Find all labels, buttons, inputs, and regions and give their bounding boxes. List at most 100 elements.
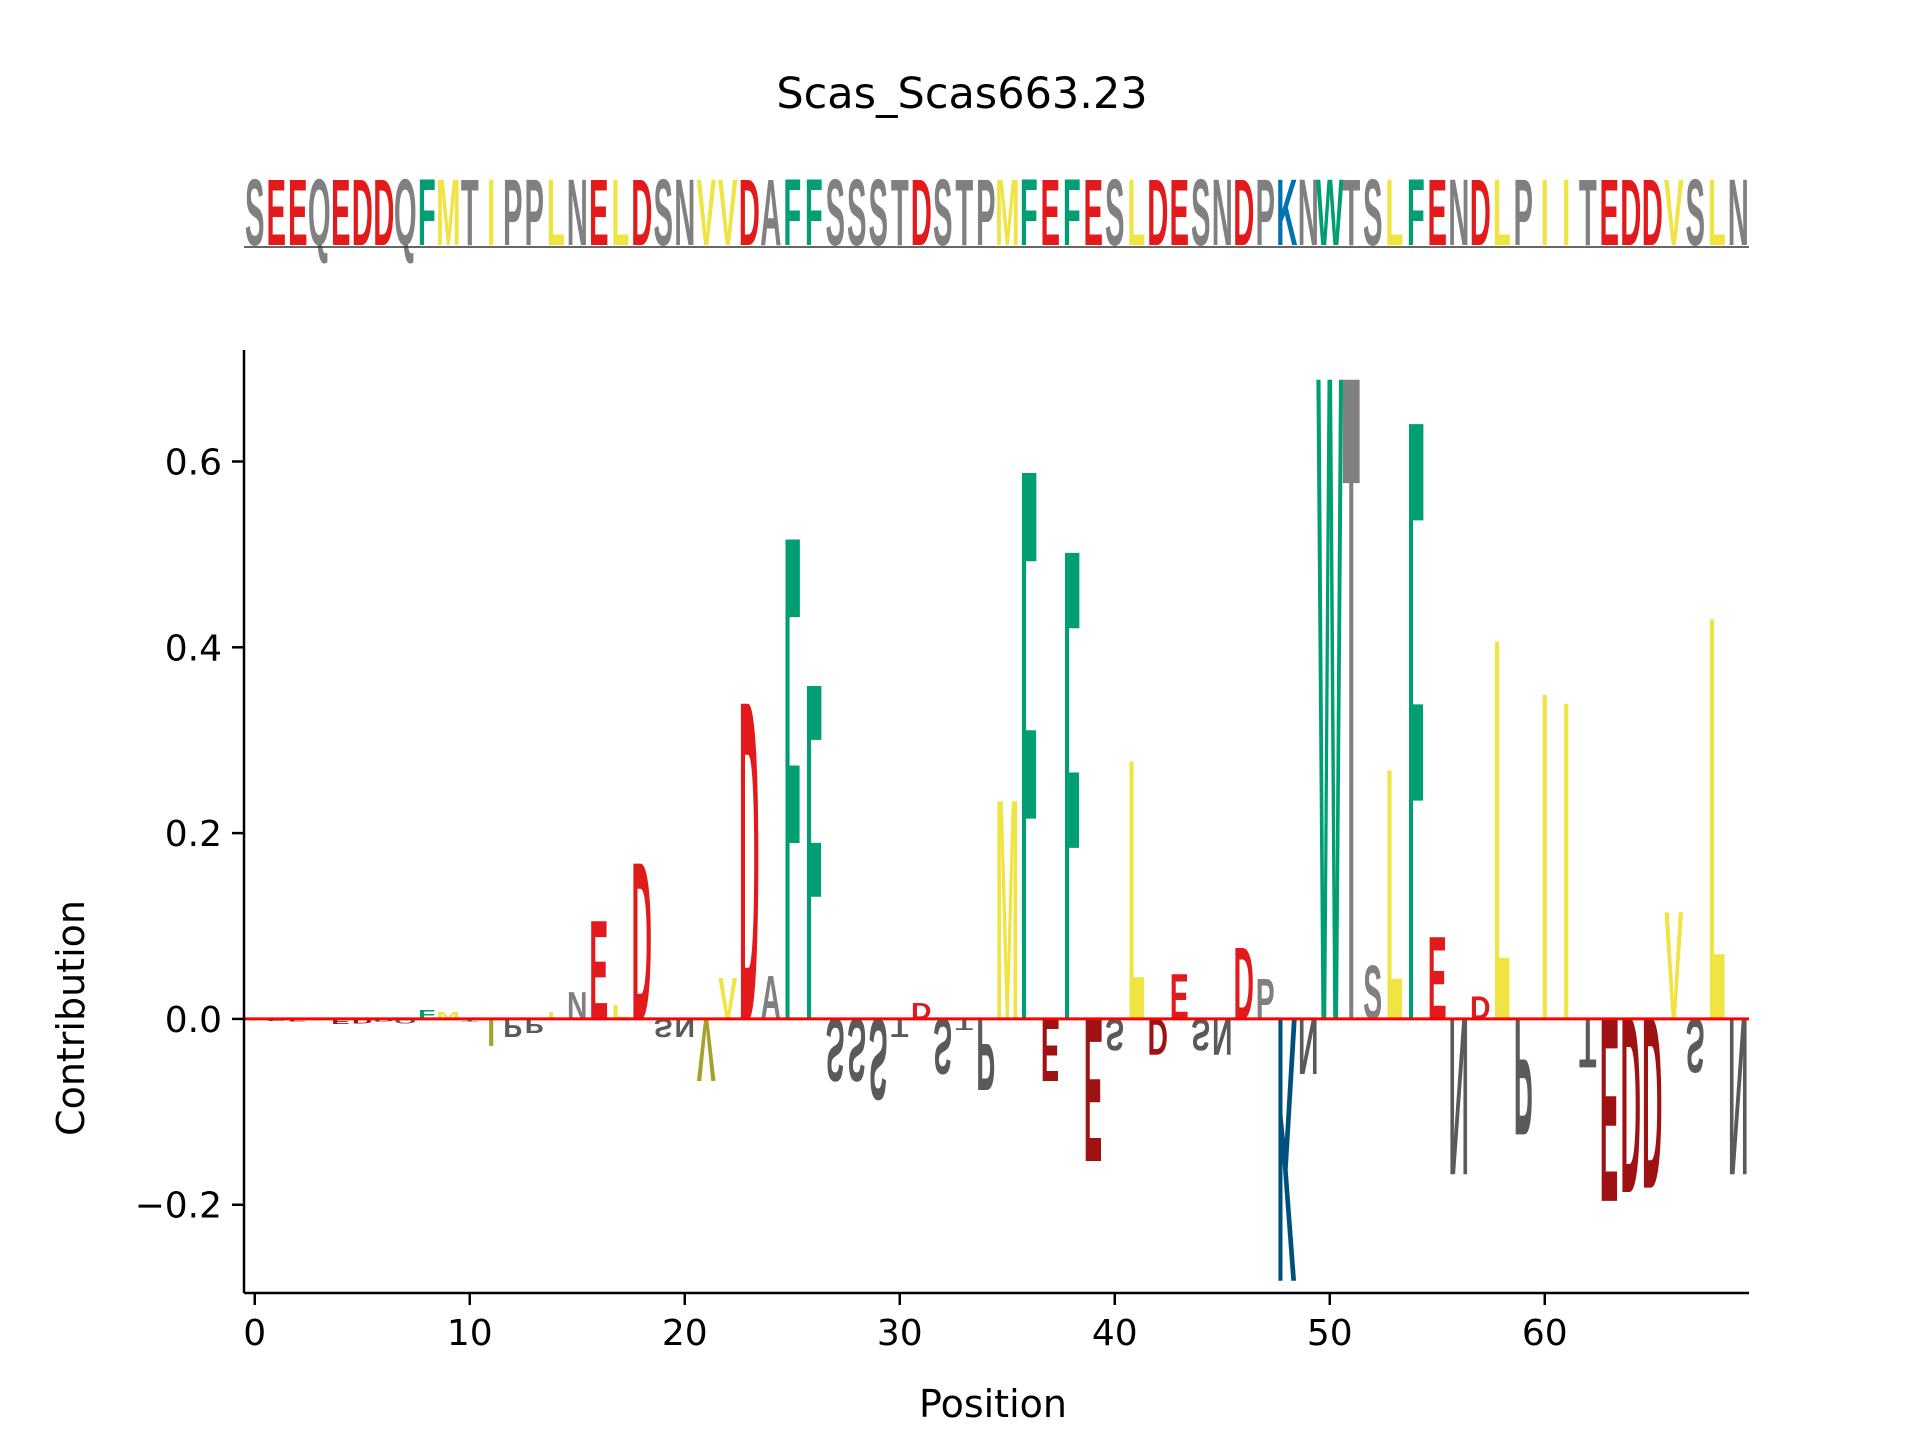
x-axis-label: Position (919, 1382, 1067, 1426)
sequence-letter: E (589, 160, 609, 265)
contribution-glyph: E (1170, 961, 1189, 1033)
sequence-letter: D (911, 160, 932, 265)
sequence-letter: L (1385, 160, 1403, 265)
sequence-letter: N (674, 160, 695, 265)
contribution-glyph: S (933, 1002, 952, 1091)
sequence-letter: F (805, 160, 823, 265)
contribution-glyph: V (697, 999, 716, 1100)
contribution-glyph: A (761, 964, 781, 1033)
contribution-glyph: D (632, 815, 652, 1068)
contribution-glyph: L (1128, 682, 1145, 1099)
sequence-letter: E (266, 160, 286, 265)
y-tick-label: 0.0 (165, 1000, 222, 1041)
sequence-letter: P (1255, 160, 1275, 265)
contribution-glyph: M (995, 733, 1019, 1087)
x-tick-label: 40 (1092, 1313, 1138, 1354)
contribution-glyph: E (1600, 963, 1619, 1258)
contribution-glyph: E (1041, 999, 1060, 1100)
sequence-letter: E (1427, 160, 1447, 265)
sequence-letter: S (847, 160, 867, 265)
contribution-glyph: E (331, 1017, 350, 1026)
sequence-letter: S (1363, 160, 1383, 265)
sequence-letter: V (696, 160, 716, 265)
sequence-letter: D (1147, 160, 1168, 265)
contribution-glyphs: EEEDDQFMTIPPLNELDSNVVDAFFSSSTDSTPMFEFESL… (267, 179, 1749, 1361)
contribution-glyph: L (1493, 523, 1510, 1136)
sequence-letter: T (461, 160, 479, 265)
sequence-letter: P (976, 160, 996, 265)
sequence-letter: K (1276, 160, 1297, 265)
sequence-letter: D (1233, 160, 1254, 265)
contribution-glyph: D (1621, 966, 1641, 1247)
sequence-letter: N (1298, 160, 1319, 265)
contribution-glyph: F (784, 390, 801, 1167)
plot-area: EEEDDQFMTIPPLNELDSNVVDAFFSSSTDSTPMFEFESL… (135, 179, 1749, 1362)
contribution-glyph: F (805, 581, 822, 1122)
x-tick-label: 30 (877, 1313, 923, 1354)
sequence-letter: V (1664, 160, 1684, 265)
y-tick-label: 0.2 (165, 814, 222, 855)
contribution-glyph: S (1191, 1009, 1210, 1059)
contribution-glyph: S (1686, 1002, 1705, 1088)
contribution-glyph: W (1316, 179, 1343, 1217)
sequence-letter: E (1083, 160, 1103, 265)
contribution-glyph: L (547, 1010, 564, 1022)
contribution-glyph: T (1579, 1003, 1596, 1082)
sequence-letter: E (331, 160, 351, 265)
contribution-glyph: I (1562, 604, 1570, 1116)
x-tick-label: 60 (1522, 1313, 1568, 1354)
y-ticks: −0.2 0.0 0.2 0.4 0.6 (135, 442, 244, 1227)
sequence-letter: S (825, 160, 845, 265)
sequence-letter: P (1513, 160, 1533, 265)
contribution-glyph: P (1256, 967, 1275, 1032)
sequence-letter: E (1169, 160, 1189, 265)
sequence-letter: M (995, 160, 1019, 265)
contribution-glyph: V (1664, 878, 1683, 1052)
contribution-glyph: L (612, 1001, 629, 1023)
contribution-glyph: L (1708, 495, 1725, 1143)
sequence-letter: I (1562, 160, 1570, 265)
sequence-letter: D (1642, 160, 1663, 265)
contribution-glyph: K (1277, 937, 1297, 1362)
y-tick-label: 0.6 (165, 442, 222, 483)
contribution-glyph: L (1386, 693, 1403, 1096)
sequence-letter: S (653, 160, 673, 265)
sequence-letter: N (1212, 160, 1233, 265)
sequence-letter: L (611, 160, 629, 265)
contribution-glyph: D (739, 604, 759, 1116)
sequence-letter: F (783, 160, 801, 265)
contribution-glyph: N (567, 985, 587, 1028)
contribution-glyph: P (1514, 983, 1533, 1170)
sequence-letter: I (1541, 160, 1549, 265)
contribution-glyph: M (436, 1010, 460, 1022)
contribution-glyph: F (1407, 236, 1424, 1203)
sequence-letter: D (739, 160, 760, 265)
sequence-letter: T (891, 160, 909, 265)
contribution-glyph: D (911, 999, 931, 1024)
x-ticks: 0 10 20 30 40 50 60 (243, 1293, 1568, 1354)
sequence-letter: E (288, 160, 308, 265)
contribution-glyph: E (1428, 913, 1447, 1045)
sequence-letter: I (487, 160, 495, 265)
sequence-letter: T (955, 160, 973, 265)
contribution-glyph: P (525, 1014, 544, 1036)
sequence-letter: L (1708, 160, 1726, 265)
x-tick-label: 20 (662, 1313, 708, 1354)
sequence-letter: L (547, 160, 565, 265)
sequence-letter: F (1020, 160, 1038, 265)
sequence-letter: S (1685, 160, 1705, 265)
contribution-glyph: Q (394, 1017, 416, 1024)
sequence-letter: S (1191, 160, 1211, 265)
x-tick-label: 10 (447, 1313, 493, 1354)
sequence-letter: N (1448, 160, 1469, 265)
sequence-letter: S (933, 160, 953, 265)
sequence-letter: P (524, 160, 544, 265)
sequence-letter: E (1040, 160, 1060, 265)
sequence-letter: L (1493, 160, 1511, 265)
contribution-glyph: N (1728, 970, 1748, 1223)
sequence-letter: S (245, 160, 265, 265)
contribution-glyph: D (1470, 991, 1490, 1026)
sequence-letter: F (418, 160, 436, 265)
sequence-letter: N (567, 160, 588, 265)
